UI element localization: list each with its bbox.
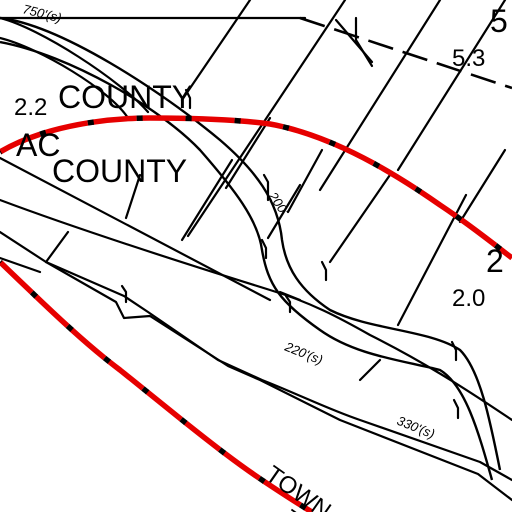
road-corridor — [0, 16, 502, 481]
acre-top-right-label: 5.3 — [452, 45, 485, 72]
lot-right-label: 2 — [486, 243, 504, 279]
acre-right-label: 2.0 — [452, 285, 485, 312]
county-boundary — [0, 115, 512, 512]
dim-top-label: 750'(s) — [21, 1, 63, 25]
acre-left-label: 2.2 — [14, 94, 47, 121]
dashed-line — [299, 16, 512, 90]
road-name-lower-label: T — [279, 505, 307, 512]
road-name-label: TOWN — [261, 461, 336, 512]
dim-330-label: 330'(s) — [395, 413, 437, 442]
lot-top-right-label: 5 — [490, 3, 508, 39]
dim-220-label: 220'(s) — [282, 338, 325, 367]
county-upper-label: COUNTY — [58, 79, 193, 115]
boundary-dash-overlay — [0, 260, 314, 512]
ac-left-label: AC — [16, 127, 60, 163]
tick-symbols — [120, 88, 460, 420]
boundary-dash-overlay — [0, 115, 512, 261]
tick-mark — [354, 16, 374, 68]
county-lower-label: COUNTY — [52, 153, 187, 189]
